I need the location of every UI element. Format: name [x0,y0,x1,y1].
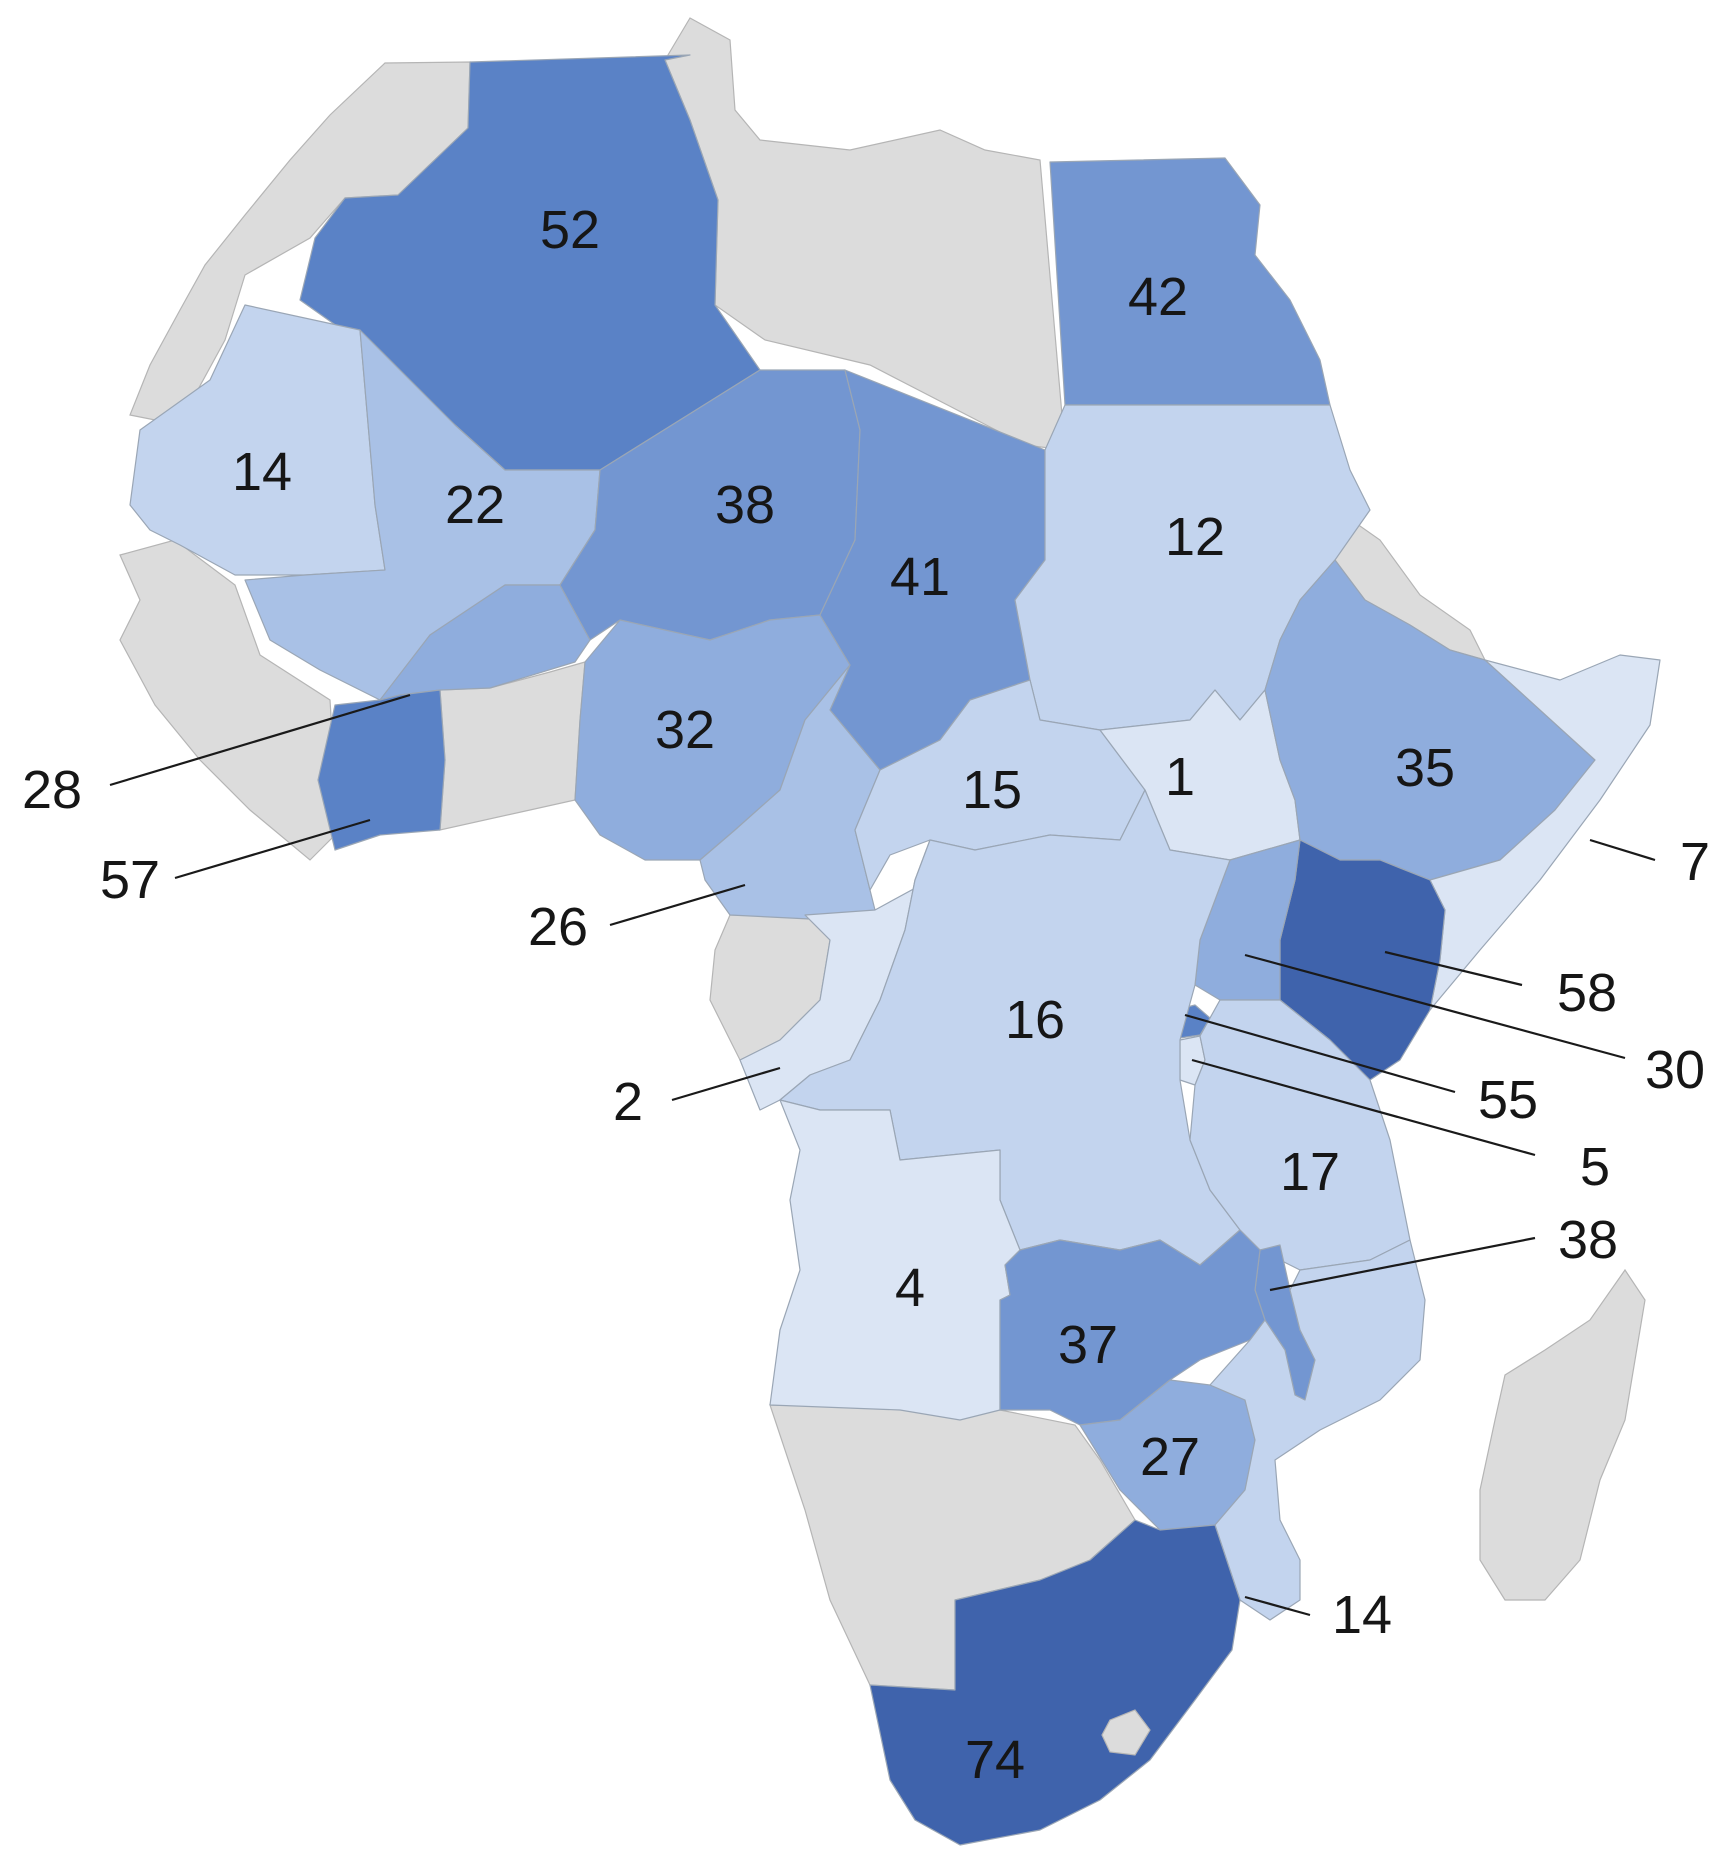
region-cote-divoire[interactable] [317,689,446,851]
madagascar-island [1479,1268,1646,1601]
lesotho-enclave [1101,1709,1151,1756]
label-cameroon: 26 [528,897,588,957]
label-chad: 41 [890,547,950,607]
label-angola: 4 [895,1258,925,1318]
label-south-sudan: 1 [1165,747,1195,807]
leader-burkina-faso [109,693,411,787]
label-malawi: 38 [1558,1210,1618,1270]
label-egypt: 42 [1128,267,1188,327]
leader-kenya [1384,950,1523,987]
label-algeria: 52 [540,200,600,260]
no-data-countries [119,17,1646,1691]
label-niger: 38 [715,475,775,535]
label-mauritania: 14 [232,442,292,502]
west-africa-coast [119,539,341,861]
leader-cote-divoire [174,818,371,880]
region-zambia[interactable] [999,1229,1266,1426]
label-zimbabwe: 27 [1140,1427,1200,1487]
label-nigeria: 32 [655,700,715,760]
label-mozambique: 14 [1332,1585,1392,1645]
label-sudan: 12 [1165,507,1225,567]
leader-lines [109,693,1656,1617]
leader-congo [671,1066,781,1102]
label-congo: 2 [613,1072,643,1132]
label-south-africa: 74 [965,1730,1025,1790]
label-burundi: 5 [1580,1137,1610,1197]
label-tanzania: 17 [1280,1142,1340,1202]
leader-malawi [1269,1236,1536,1292]
label-cote-divoire: 57 [100,850,160,910]
data-countries [129,54,1661,1846]
leader-burundi [1191,1058,1536,1157]
leader-uganda [1244,953,1626,1060]
leader-somalia [1589,838,1656,862]
label-somalia: 7 [1680,832,1710,892]
region-egypt[interactable] [1049,157,1331,406]
region-somalia[interactable] [1429,654,1661,1011]
label-dr-congo: 16 [1005,990,1065,1050]
label-burkina-faso: 28 [22,760,82,820]
leader-mozambique [1244,1595,1311,1617]
label-uganda: 30 [1645,1040,1705,1100]
value-labels: 52 42 14 22 38 41 12 28 57 32 26 15 1 35… [22,200,1710,1790]
label-rwanda: 55 [1478,1070,1538,1130]
region-south-africa[interactable] [869,1519,1241,1846]
label-kenya: 58 [1557,963,1617,1023]
label-ethiopia: 35 [1395,738,1455,798]
label-central-african-republic: 15 [962,760,1022,820]
leader-rwanda [1184,1013,1456,1094]
label-mali: 22 [445,475,505,535]
label-zambia: 37 [1058,1315,1118,1375]
leader-cameroon [609,883,746,927]
